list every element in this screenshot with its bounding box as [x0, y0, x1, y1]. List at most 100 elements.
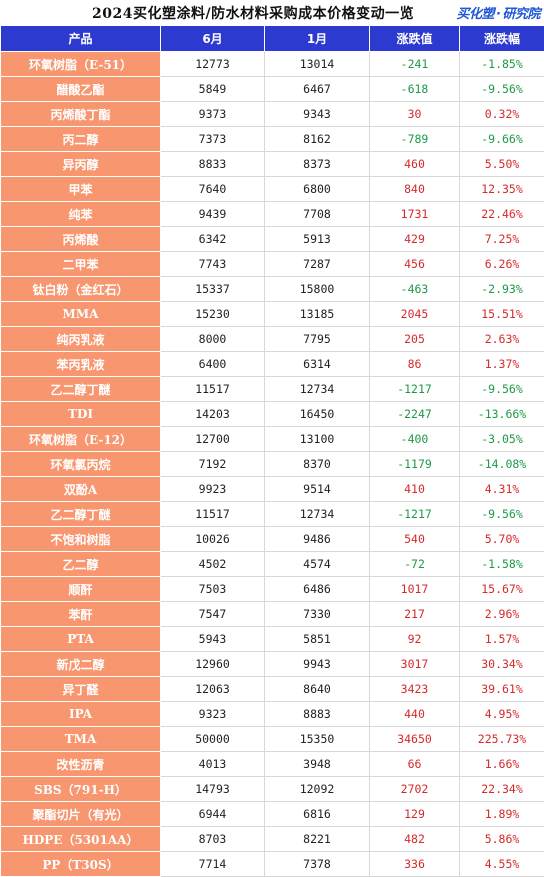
- january-price-cell: 6816: [265, 802, 370, 827]
- june-price-cell: 12063: [161, 677, 265, 702]
- product-cell: 纯苯: [1, 202, 161, 227]
- june-price-cell: 11517: [161, 502, 265, 527]
- january-price-cell: 13185: [265, 302, 370, 327]
- change-pct-cell: 1.89%: [460, 802, 544, 827]
- june-price-cell: 11517: [161, 377, 265, 402]
- product-cell: 环氧氯丙烷: [1, 452, 161, 477]
- june-price-cell: 5849: [161, 77, 265, 102]
- product-cell: 二甲苯: [1, 252, 161, 277]
- change-value-cell: 1731: [370, 202, 460, 227]
- change-value-cell: 86: [370, 352, 460, 377]
- change-value-cell: -1179: [370, 452, 460, 477]
- product-cell: 甲苯: [1, 177, 161, 202]
- change-pct-cell: -2.93%: [460, 277, 544, 302]
- change-value-cell: 129: [370, 802, 460, 827]
- product-cell: 乙二醇丁醚: [1, 377, 161, 402]
- change-value-cell: 3017: [370, 652, 460, 677]
- january-price-cell: 12734: [265, 502, 370, 527]
- change-value-cell: 540: [370, 527, 460, 552]
- change-value-cell: 30: [370, 102, 460, 127]
- brand-separator: ·: [496, 7, 500, 22]
- change-pct-cell: 1.66%: [460, 752, 544, 777]
- change-pct-cell: 225.73%: [460, 727, 544, 752]
- january-price-cell: 12734: [265, 377, 370, 402]
- june-price-cell: 10026: [161, 527, 265, 552]
- change-pct-cell: 1.37%: [460, 352, 544, 377]
- product-cell: 钛白粉（金红石）: [1, 277, 161, 302]
- change-pct-cell: 4.55%: [460, 852, 544, 877]
- june-price-cell: 7547: [161, 602, 265, 627]
- change-value-cell: -789: [370, 127, 460, 152]
- product-cell: 双酚A: [1, 477, 161, 502]
- january-price-cell: 8373: [265, 152, 370, 177]
- product-cell: 乙二醇: [1, 552, 161, 577]
- change-value-cell: 2702: [370, 777, 460, 802]
- brand-main: 买化塑: [457, 7, 495, 22]
- header-change-pct: 涨跌幅: [460, 26, 544, 52]
- change-value-cell: -463: [370, 277, 460, 302]
- june-price-cell: 9323: [161, 702, 265, 727]
- change-pct-cell: -1.58%: [460, 552, 544, 577]
- change-value-cell: 92: [370, 627, 460, 652]
- january-price-cell: 6486: [265, 577, 370, 602]
- june-price-cell: 15230: [161, 302, 265, 327]
- change-pct-cell: 22.34%: [460, 777, 544, 802]
- june-price-cell: 14793: [161, 777, 265, 802]
- change-pct-cell: 2.96%: [460, 602, 544, 627]
- june-price-cell: 15337: [161, 277, 265, 302]
- january-price-cell: 6467: [265, 77, 370, 102]
- change-value-cell: 217: [370, 602, 460, 627]
- product-cell: 异丁醛: [1, 677, 161, 702]
- june-price-cell: 6400: [161, 352, 265, 377]
- june-price-cell: 12700: [161, 427, 265, 452]
- change-pct-cell: 7.25%: [460, 227, 544, 252]
- change-value-cell: 1017: [370, 577, 460, 602]
- change-pct-cell: -14.08%: [460, 452, 544, 477]
- product-cell: PP（T30S）: [1, 852, 161, 877]
- change-value-cell: 440: [370, 702, 460, 727]
- product-cell: 苯丙乳液: [1, 352, 161, 377]
- product-cell: 纯丙乳液: [1, 327, 161, 352]
- june-price-cell: 50000: [161, 727, 265, 752]
- change-pct-cell: -3.05%: [460, 427, 544, 452]
- change-pct-cell: -13.66%: [460, 402, 544, 427]
- change-value-cell: -400: [370, 427, 460, 452]
- june-price-cell: 9923: [161, 477, 265, 502]
- change-pct-cell: 5.50%: [460, 152, 544, 177]
- change-value-cell: 34650: [370, 727, 460, 752]
- change-pct-cell: 5.70%: [460, 527, 544, 552]
- change-pct-cell: 4.31%: [460, 477, 544, 502]
- product-cell: 乙二醇丁醚: [1, 502, 161, 527]
- june-price-cell: 8833: [161, 152, 265, 177]
- change-pct-cell: 5.86%: [460, 827, 544, 852]
- page-title: 2024买化塑涂料/防水材料采购成本价格变动一览: [92, 3, 414, 23]
- product-cell: 新戊二醇: [1, 652, 161, 677]
- june-price-cell: 7640: [161, 177, 265, 202]
- january-price-cell: 8162: [265, 127, 370, 152]
- change-pct-cell: 2.63%: [460, 327, 544, 352]
- june-price-cell: 8000: [161, 327, 265, 352]
- change-pct-cell: 0.32%: [460, 102, 544, 127]
- change-value-cell: 482: [370, 827, 460, 852]
- january-price-cell: 9514: [265, 477, 370, 502]
- change-value-cell: -1217: [370, 377, 460, 402]
- change-value-cell: 66: [370, 752, 460, 777]
- change-value-cell: 205: [370, 327, 460, 352]
- header-june: 6月: [161, 26, 265, 52]
- product-cell: 丙烯酸丁酯: [1, 102, 161, 127]
